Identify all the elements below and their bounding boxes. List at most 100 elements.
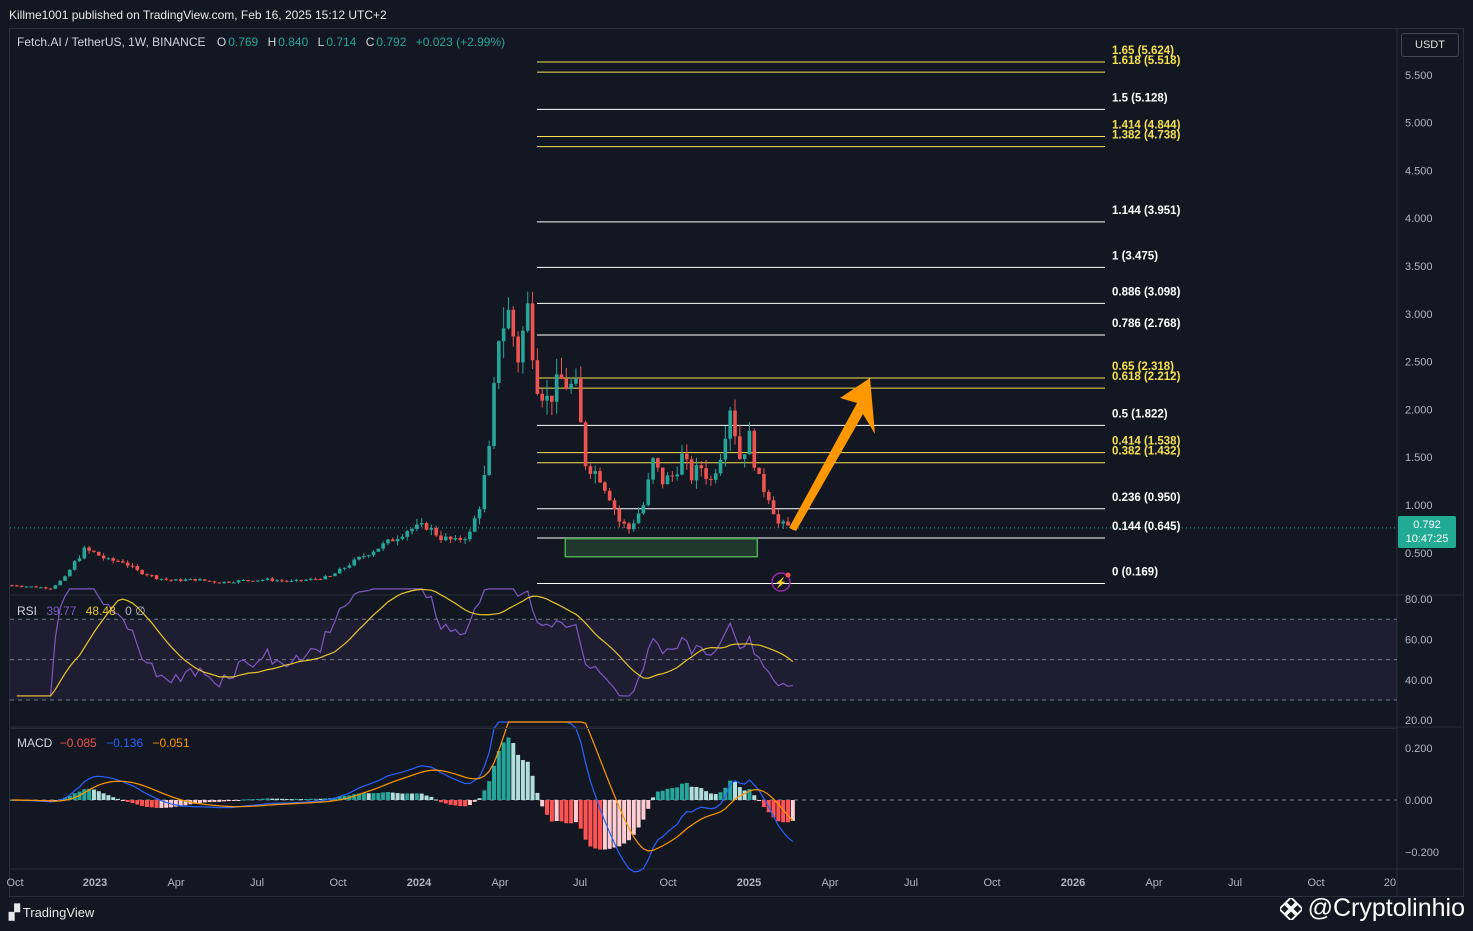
fib-level-label: 0.5 (1.822) <box>1112 408 1168 420</box>
candle-body <box>342 567 347 569</box>
macd-histogram-bar <box>154 800 159 808</box>
macd-histogram-bar <box>101 793 106 800</box>
candle-body <box>390 539 395 542</box>
target-arrow <box>789 378 875 531</box>
candle-body <box>318 578 323 580</box>
candle-body <box>511 309 516 337</box>
candle-body <box>415 524 419 529</box>
event-badge-dot <box>785 572 791 578</box>
candle-body <box>530 303 535 361</box>
macd-histogram-bar <box>149 800 154 808</box>
candle-body <box>400 536 405 539</box>
tv-logo-icon: ▞ <box>9 904 20 920</box>
candle-body <box>135 565 140 571</box>
candle-body <box>289 580 294 582</box>
last-price-tag: 0.792 10:47:25 <box>1398 516 1456 548</box>
macd-histogram-bar <box>520 760 525 800</box>
high-label: H <box>267 35 277 49</box>
support-zone <box>564 537 759 558</box>
candle-body <box>738 436 742 459</box>
macd-histogram-bar <box>593 800 598 849</box>
candle-body <box>333 573 337 577</box>
fib-level-label: 1.5 (5.128) <box>1112 92 1168 104</box>
candle-body <box>723 438 728 460</box>
rsi-extra: 0 ∅ <box>125 604 146 618</box>
time-axis-label: Jul <box>904 877 918 889</box>
macd-histogram-bar <box>761 800 766 808</box>
time-axis-label: Oct <box>329 877 346 889</box>
macd-histogram-bar <box>87 788 92 800</box>
macd-histogram-bar <box>366 793 371 800</box>
candle-body <box>646 479 651 506</box>
candle-body <box>212 581 217 583</box>
candle-body <box>15 585 19 587</box>
macd-histogram-bar <box>294 798 299 800</box>
candle-body <box>713 473 718 480</box>
macd-histogram-bar <box>222 800 227 802</box>
macd-histogram-bar <box>111 797 116 800</box>
fib-level-label: 1.618 (5.518) <box>1112 55 1181 67</box>
macd-histogram-bar <box>144 800 149 807</box>
time-axis-label: Jul <box>1228 877 1242 889</box>
macd-histogram-bar <box>381 792 386 800</box>
macd-histogram-bar <box>472 800 477 802</box>
time-axis-label: Oct <box>659 877 676 889</box>
fib-level-label: 0.236 (0.950) <box>1112 492 1181 504</box>
change-value: +0.023 (+2.99%) <box>415 35 506 49</box>
candle-body <box>34 586 38 588</box>
macd-histogram-bar <box>193 800 198 804</box>
candle-body <box>275 580 279 582</box>
candle-body <box>607 490 612 501</box>
macd-label: MACD <box>17 736 53 750</box>
macd-histogram-bar <box>694 786 699 800</box>
last-price-value: 0.792 <box>1413 519 1441 531</box>
candle-body <box>72 561 77 570</box>
candle-body <box>612 500 617 510</box>
macd-histogram-bar <box>535 792 540 800</box>
close-value: 0.792 <box>376 35 407 49</box>
candle-body <box>554 374 559 402</box>
candle-body <box>728 410 732 439</box>
time-axis-label: Apr <box>491 877 508 889</box>
time-axis-label: 2024 <box>407 877 432 889</box>
candle-body <box>477 509 482 519</box>
candle-body <box>39 587 43 589</box>
macd-histogram-bar <box>140 800 145 807</box>
candle-body <box>217 582 222 584</box>
macd-histogram-bar <box>438 800 443 803</box>
candle-body <box>116 560 120 562</box>
macd-histogram-bar <box>737 787 742 800</box>
macd-axis-label: −0.200 <box>1405 847 1439 859</box>
macd-histogram-bar <box>116 798 121 800</box>
macd-histogram-bar <box>506 737 511 800</box>
candle-body <box>227 581 231 583</box>
macd-histogram-bar <box>757 800 762 801</box>
macd-histogram-bar <box>82 789 87 800</box>
candle-body <box>362 556 366 558</box>
macd-histogram-bar <box>699 788 704 800</box>
rsi-axis-label: 20.00 <box>1405 715 1433 727</box>
fib-level-label: 0 (0.169) <box>1112 566 1158 578</box>
candle-body <box>651 458 655 480</box>
macd-legend: MACD −0.085 −0.136 −0.051 <box>17 736 190 750</box>
macd-histogram-bar <box>660 790 665 800</box>
macd-histogram-bar <box>776 800 781 822</box>
published-info: Killme1001 published on TradingView.com,… <box>9 8 387 22</box>
candle-body <box>299 579 303 581</box>
candle-body <box>323 576 328 580</box>
macd-histogram-bar <box>742 790 747 800</box>
candle-body <box>742 454 747 459</box>
currency-selector[interactable]: USDT <box>1401 33 1459 57</box>
candle-body <box>410 528 414 532</box>
macd-signal-line <box>11 721 794 852</box>
tradingview-logo[interactable]: ▞ TradingView <box>9 904 94 921</box>
time-axis-label: Jul <box>573 877 587 889</box>
candle-body <box>704 468 708 479</box>
candle-body <box>786 521 790 526</box>
macd-histogram-bar <box>289 799 294 801</box>
candle-body <box>776 514 781 524</box>
macd-histogram-bar <box>583 800 588 840</box>
candle-body <box>762 473 766 492</box>
candle-body <box>641 505 646 514</box>
